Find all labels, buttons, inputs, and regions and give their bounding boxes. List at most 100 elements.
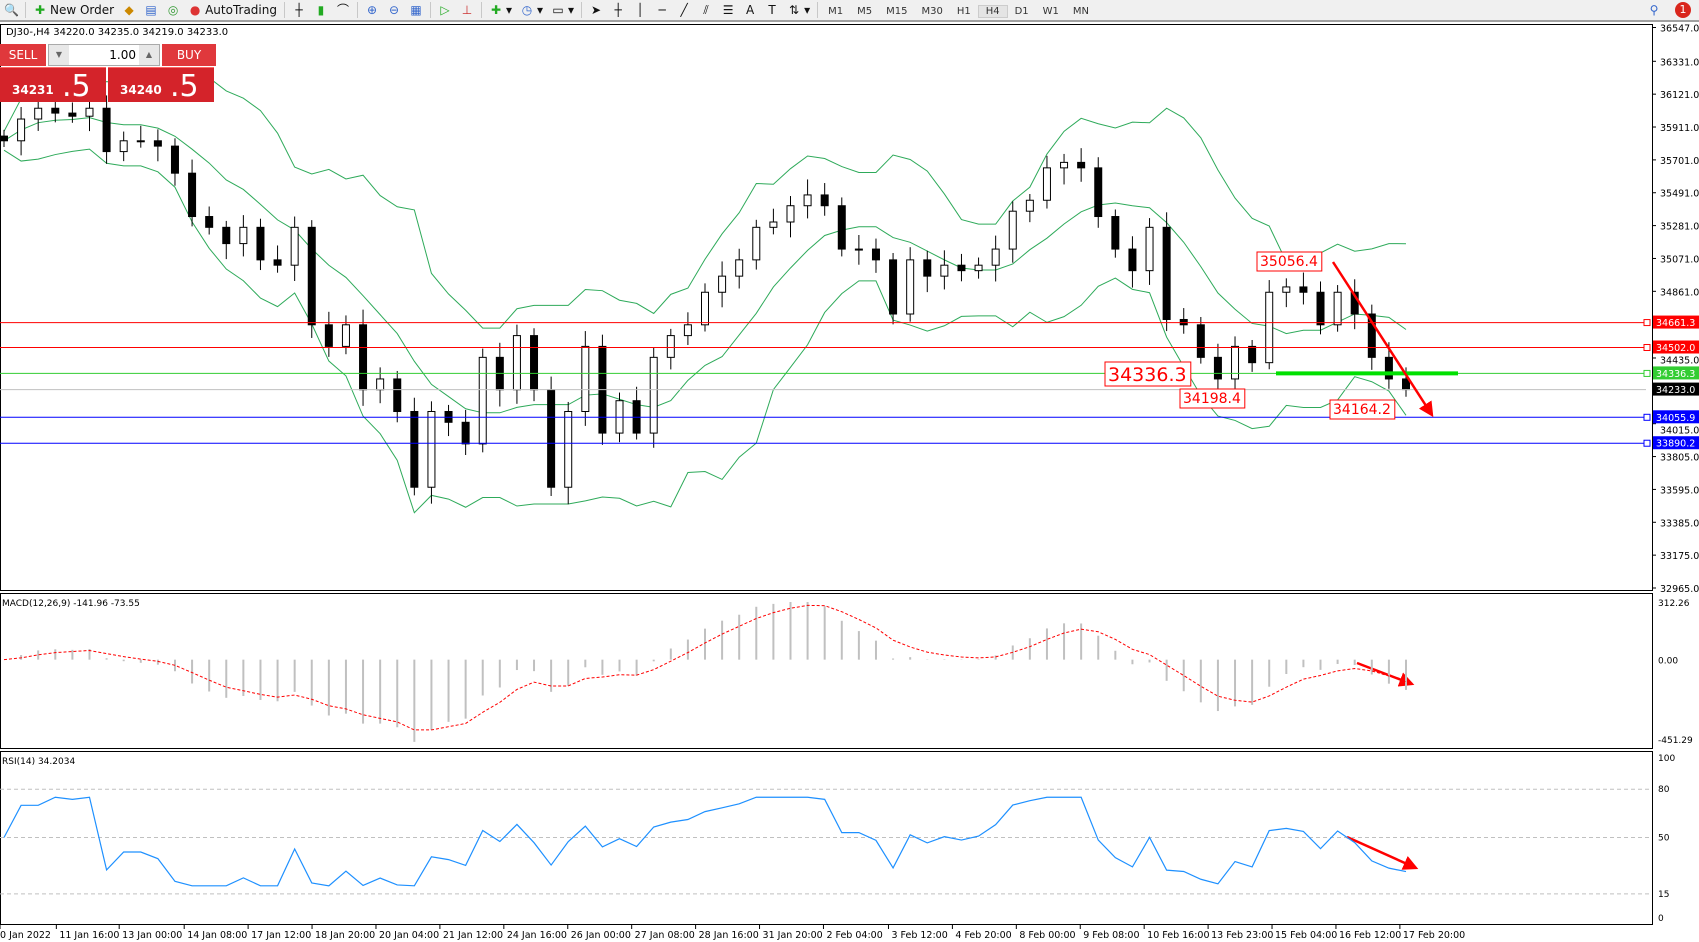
candle-body [1316, 291, 1325, 326]
line-handle [1643, 439, 1651, 447]
sell-price-button[interactable]: 34231 .5 [0, 67, 106, 104]
candle-body [547, 389, 556, 488]
trendline-icon: ╱ [680, 3, 688, 17]
line-handle [1643, 413, 1651, 421]
autotrading-label: AutoTrading [205, 3, 277, 17]
zoom-out-button[interactable]: ⊖ [383, 0, 405, 20]
chart-shift-button[interactable]: ⊥ [456, 0, 478, 20]
time-tick-label: 17 Jan 12:00 [251, 930, 311, 941]
candle-body [1265, 291, 1274, 364]
price-label: 34661.3 [1656, 318, 1695, 329]
timeframe-m30[interactable]: M30 [921, 6, 943, 17]
time-tick-label: 15 Feb 04:00 [1275, 930, 1337, 941]
toolbar: 🔍 ✚ New Order ◆ ▤ ◎ ● AutoTrading ┼ ▮ ⌒ ⊕ … [0, 0, 1699, 22]
lot-size-input[interactable] [69, 45, 139, 65]
toolbar-right: ⚲ 1 [1647, 0, 1691, 20]
buy-button[interactable]: BUY [162, 44, 216, 66]
candle-body [1077, 161, 1086, 169]
candle-body [1248, 345, 1257, 364]
bar-chart-button[interactable]: ┼ [288, 0, 310, 20]
signals-button[interactable]: ◎ [162, 0, 184, 20]
candle-body [718, 275, 727, 293]
tile-windows-button[interactable]: ▦ [405, 0, 427, 20]
annotation-box [1104, 361, 1192, 387]
periods-button[interactable]: ◷ ▾ [521, 3, 544, 17]
bollinger-upper [3, 75, 1407, 329]
timeframe-h1[interactable]: H1 [956, 6, 971, 17]
candle-body [1299, 286, 1308, 293]
timeframe-h4[interactable]: H4 [977, 5, 1008, 18]
candle-body [1333, 291, 1342, 326]
candle-body [769, 221, 778, 228]
candle-body [906, 259, 915, 315]
vertical-line-button[interactable]: │ [629, 0, 651, 20]
time-tick-label: 13 Feb 23:00 [1211, 930, 1273, 941]
zoom-in-button[interactable]: ⊕ [361, 0, 383, 20]
new-order-label: New Order [50, 3, 115, 17]
timeframe-w1[interactable]: W1 [1042, 6, 1059, 17]
new-order-button[interactable]: ✚ New Order [29, 0, 118, 20]
candlestick-button[interactable]: ▮ [310, 0, 332, 20]
time-tick-label: 26 Jan 00:00 [571, 930, 631, 941]
price-label: 34336.3 [1656, 369, 1695, 380]
candle-body [393, 378, 402, 412]
rsi-tick-label: 15 [1658, 890, 1669, 900]
line-chart-button[interactable]: ⌒ [332, 0, 354, 20]
sell-button[interactable]: SELL [0, 44, 46, 66]
candle-body [854, 248, 863, 251]
time-tick-label: 21 Jan 12:00 [443, 930, 503, 941]
notification-badge[interactable]: 1 [1675, 2, 1691, 18]
price-tick-label: 36547.0 [1660, 24, 1699, 35]
candle-body [649, 356, 658, 434]
buy-price-frac: .5 [170, 69, 199, 104]
timeframe-m15[interactable]: M15 [886, 6, 908, 17]
horizontal-line-button[interactable]: ─ [651, 0, 673, 20]
candle-body [1282, 286, 1291, 293]
timeframe-mn[interactable]: MN [1072, 6, 1090, 17]
candle-body [188, 172, 197, 218]
price-tick-label: 34435.0 [1660, 355, 1699, 366]
time-tick-label: 10 Jan 2022 [0, 930, 51, 941]
timeframe-m1[interactable]: M1 [828, 6, 844, 17]
templates-button[interactable]: ▭ ▾ [552, 3, 575, 17]
toolbar-left-icon[interactable]: 🔍 [0, 0, 22, 20]
chart-area[interactable]: 36547.0 36331.0 36121.0 35911.0 35701.0 35491… [0, 24, 1699, 942]
time-tick-label: 2 Feb 04:00 [826, 930, 882, 941]
trendline-button[interactable]: ╱ [673, 0, 695, 20]
autoscroll-button[interactable]: ▷ [434, 0, 456, 20]
increase-lot-icon[interactable]: ▲ [139, 45, 159, 65]
text-label-button[interactable]: T [761, 0, 783, 20]
price-label-bg [1653, 315, 1699, 329]
search-icon[interactable]: ⚲ [1649, 3, 1659, 17]
indicators-button[interactable]: ✚ ▾ [490, 3, 513, 17]
data-icon: ▤ [145, 3, 157, 17]
time-tick-label: 17 Feb 20:00 [1403, 930, 1465, 941]
data-window-button[interactable]: ▤ [140, 0, 162, 20]
text-button[interactable]: A [739, 0, 761, 20]
lot-size-stepper[interactable]: ▼ ▲ [48, 44, 160, 66]
candle-body [837, 205, 846, 250]
channel-button[interactable]: ⫽ [695, 0, 717, 20]
decrease-lot-icon[interactable]: ▼ [49, 45, 69, 65]
candle-body [290, 226, 299, 266]
candle-body [974, 264, 983, 272]
candle-body [1367, 313, 1376, 358]
time-tick-label: 8 Feb 00:00 [1019, 930, 1075, 941]
autotrading-button[interactable]: ● AutoTrading [184, 0, 281, 20]
buy-price-main: 34240 [120, 83, 162, 97]
arrows-button[interactable]: ⇅ ▾ [789, 3, 811, 17]
time-tick-label: 27 Jan 08:00 [635, 930, 695, 941]
candle-body [1008, 210, 1017, 250]
buy-price-button[interactable]: 34240 .5 [108, 67, 214, 104]
candle-body [341, 324, 350, 347]
timeframe-d1[interactable]: D1 [1014, 6, 1029, 17]
candle-body [1231, 345, 1240, 380]
market-watch-button[interactable]: ◆ [118, 0, 140, 20]
candle-body [1384, 356, 1393, 380]
timeframe-m5[interactable]: M5 [857, 6, 873, 17]
candle-body [820, 194, 829, 207]
candle-body [530, 335, 539, 391]
cursor-button[interactable]: ➤ [585, 0, 607, 20]
fibonacci-button[interactable]: ☰ [717, 0, 739, 20]
crosshair-button[interactable]: ┼ [607, 0, 629, 20]
